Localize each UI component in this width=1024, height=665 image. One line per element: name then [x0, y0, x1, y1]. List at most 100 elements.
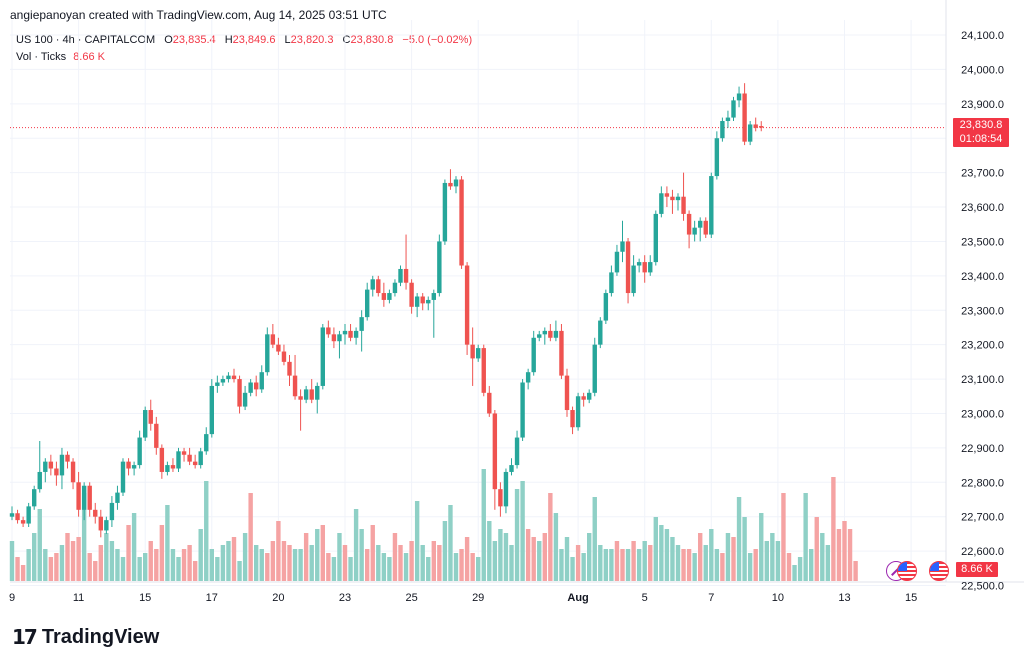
candle-body — [525, 372, 531, 383]
volume-bar — [781, 493, 786, 581]
volume-bar — [265, 553, 270, 581]
volume-bar — [803, 493, 808, 581]
volume-bar — [792, 565, 797, 581]
volume-bar — [503, 533, 509, 581]
volume-bar — [481, 469, 486, 581]
volume-bar — [514, 489, 520, 581]
volume-bar — [437, 545, 442, 581]
volume-bar — [809, 549, 814, 581]
volume-bar — [548, 493, 553, 581]
volume-bar — [525, 529, 531, 581]
y-tick-label: 23,700.0 — [961, 168, 1004, 180]
candle-body — [170, 465, 176, 469]
volume-bar — [775, 541, 781, 581]
candle-body — [614, 251, 620, 273]
candle-body — [531, 337, 536, 373]
volume-bar — [797, 557, 803, 581]
us-flag-icon[interactable] — [929, 561, 949, 581]
candle-body — [65, 454, 70, 462]
symbol-name[interactable]: US 100 · 4h · CAPITALCOM — [16, 34, 156, 46]
volume-bar — [331, 557, 337, 581]
candle-body — [326, 327, 331, 335]
volume-bar — [409, 541, 414, 581]
candle-body — [703, 220, 708, 235]
volume-bar — [636, 549, 642, 581]
candle-body — [204, 434, 209, 452]
x-tick-label: 15 — [905, 592, 917, 604]
volume-bar — [659, 525, 664, 581]
x-tick-label: 9 — [9, 592, 15, 604]
tradingview-logo[interactable]: 17 TradingView — [12, 625, 159, 649]
candle-body — [442, 182, 448, 242]
volume-bar — [592, 497, 597, 581]
volume-bar — [242, 533, 248, 581]
volume-bar — [431, 541, 436, 581]
candle-body — [759, 126, 764, 128]
volume-bar — [670, 537, 675, 581]
candle-body — [292, 375, 298, 397]
volume-bar — [742, 517, 747, 581]
candle-body — [137, 437, 142, 466]
x-tick-label: 20 — [272, 592, 284, 604]
volume-bar — [786, 553, 792, 581]
candle-body — [315, 385, 320, 400]
candle-body — [653, 213, 658, 263]
volume-bar — [831, 477, 836, 581]
volume-bar — [725, 533, 731, 581]
last-price-badge: 23,830.8 01:08:54 — [953, 118, 1009, 147]
volume-bar — [32, 533, 37, 581]
volume-bar — [87, 553, 92, 581]
volume-bar — [487, 521, 492, 581]
volume-bar — [192, 561, 198, 581]
candle-body — [353, 330, 359, 338]
candle-body — [342, 330, 348, 335]
volume-bar — [254, 545, 259, 581]
candle-body — [492, 413, 498, 490]
candle-body — [631, 265, 636, 294]
volume-bar — [137, 557, 142, 581]
volume-bar — [664, 529, 670, 581]
candle-body — [159, 447, 165, 472]
y-tick-label: 23,900.0 — [961, 99, 1004, 111]
us-flag-icon[interactable] — [897, 561, 917, 581]
candle-body — [226, 375, 231, 380]
volume-label[interactable]: Vol · Ticks — [16, 51, 67, 63]
tradingview-logo-icon: 17 — [12, 625, 38, 649]
open-value: 23,835.4 — [172, 34, 216, 46]
volume-bar — [609, 549, 614, 581]
volume-bar — [337, 533, 342, 581]
candle-body — [76, 482, 81, 510]
candle-body — [104, 520, 109, 531]
ohlc-row: US 100 · 4h · CAPITALCOM O23,835.4 H23,8… — [16, 32, 472, 49]
candle-body — [192, 461, 198, 466]
candle-body — [714, 138, 720, 177]
y-tick-label: 22,600.0 — [961, 546, 1004, 558]
volume-bar — [281, 541, 287, 581]
x-tick-label: 11 — [73, 592, 84, 604]
volume-bar — [148, 541, 153, 581]
volume-bar — [492, 541, 498, 581]
volume-bar — [675, 545, 681, 581]
candle-body — [426, 299, 431, 304]
candle-body — [409, 282, 414, 307]
candle-body — [581, 396, 586, 400]
volume-bar — [581, 553, 586, 581]
candle-body — [48, 461, 54, 469]
volume-bar — [54, 553, 59, 581]
candle-body — [559, 330, 564, 376]
volume-bar — [614, 541, 620, 581]
high-value: 23,849.6 — [232, 34, 276, 46]
candle-body — [509, 465, 514, 472]
x-tick-label: Aug — [567, 592, 588, 604]
volume-bar — [598, 545, 603, 581]
bar-countdown: 01:08:54 — [959, 133, 1003, 145]
volume-bar — [104, 533, 109, 581]
volume-bar — [381, 553, 387, 581]
volume-bar — [43, 549, 48, 581]
volume-bar — [575, 545, 581, 581]
volume-bar — [320, 525, 325, 581]
candle-body — [54, 468, 59, 476]
candle-body — [331, 334, 337, 342]
volume-bar — [559, 549, 564, 581]
